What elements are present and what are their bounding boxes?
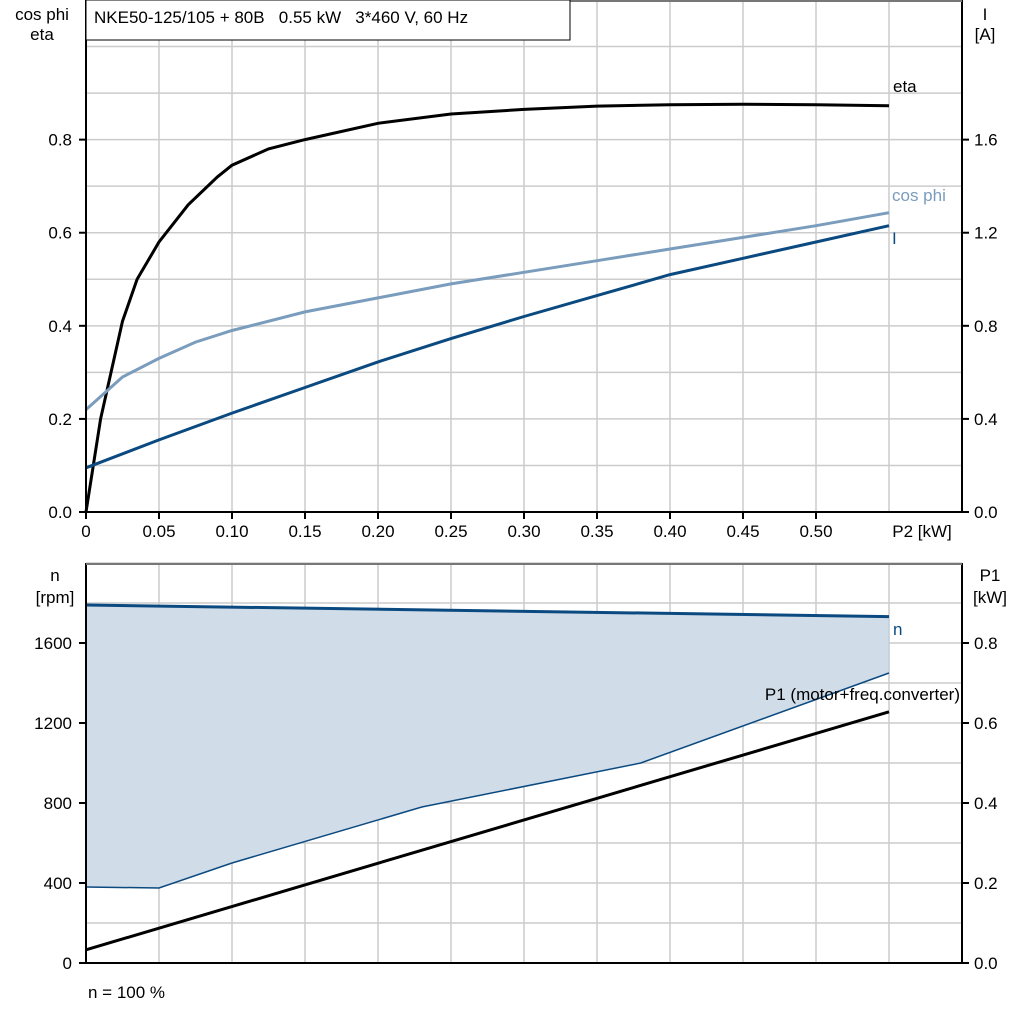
bottom-left-axis-label-2: [rpm] bbox=[36, 588, 75, 607]
top-left-tick-label: 0.2 bbox=[48, 410, 72, 429]
top-series bbox=[84, 102, 890, 513]
series-label-p1: P1 (motor+freq.converter) bbox=[765, 685, 960, 704]
series-eta-line bbox=[84, 102, 890, 513]
series-I-line bbox=[85, 224, 890, 470]
right-axis-label-1: I bbox=[983, 5, 988, 24]
series-label-cos-phi: cos phi bbox=[892, 186, 946, 205]
x-tick-label: 0.50 bbox=[799, 522, 832, 541]
top-left-tick-label: 0.6 bbox=[48, 224, 72, 243]
title-box bbox=[85, 0, 571, 41]
top-right-tick-label: 1.6 bbox=[974, 131, 998, 150]
bottom-series bbox=[85, 603, 890, 952]
axes: 0.0 0.2 0.4 0.6 0.8 0.0 0.4 0.8 1.2 1.6 0 400 800 120… bbox=[34, 0, 998, 973]
top-grid bbox=[86, 0, 963, 512]
x-tick-label: 0.40 bbox=[653, 522, 686, 541]
chart-title: NKE50-125/105 + 80B 0.55 kW 3*460 V, 60 … bbox=[94, 8, 468, 27]
left-axis-label-2: eta bbox=[30, 25, 54, 44]
bottom-left-tick-label: 0 bbox=[63, 954, 72, 973]
x-axis-label: P2 [kW] bbox=[892, 522, 952, 541]
bottom-left-tick-label: 1600 bbox=[34, 634, 72, 653]
operating-range-lower-line bbox=[85, 672, 890, 889]
bottom-right-axis-label-1: P1 bbox=[980, 566, 1001, 585]
series-label-i: I bbox=[892, 229, 897, 248]
labels: NKE50-125/105 + 80B 0.55 kW 3*460 V, 60 … bbox=[15, 0, 1007, 1002]
bottom-right-tick-label: 0.0 bbox=[974, 954, 998, 973]
top-left-tick-label: 0.8 bbox=[48, 131, 72, 150]
x-tick-label: 0.05 bbox=[142, 522, 175, 541]
bottom-right-axis-label-2: [kW] bbox=[973, 588, 1007, 607]
footer-note: n = 100 % bbox=[88, 983, 165, 1002]
left-axis-label-1: cos phi bbox=[15, 5, 69, 24]
right-axis-label-2: [A] bbox=[975, 25, 996, 44]
top-left-tick-label: 0.0 bbox=[48, 503, 72, 522]
x-tick-label: 0.30 bbox=[507, 522, 540, 541]
series-p1-line bbox=[85, 710, 890, 952]
x-tick-label: 0.25 bbox=[434, 522, 467, 541]
x-tick-label: 0.10 bbox=[215, 522, 248, 541]
series-n-line bbox=[85, 603, 890, 619]
series-label-n: n bbox=[893, 620, 902, 639]
top-right-tick-label: 0.4 bbox=[974, 410, 998, 429]
bottom-right-tick-label: 0.6 bbox=[974, 714, 998, 733]
bottom-left-tick-label: 400 bbox=[44, 874, 72, 893]
series-cos-phi-line bbox=[85, 211, 890, 411]
x-tick-label: 0 bbox=[81, 522, 90, 541]
top-right-tick-label: 0.8 bbox=[974, 317, 998, 336]
bottom-left-axis-label-1: n bbox=[50, 566, 59, 585]
top-left-tick-label: 0.4 bbox=[48, 317, 72, 336]
x-tick-label: 0.35 bbox=[580, 522, 613, 541]
series-label-eta: eta bbox=[893, 77, 917, 96]
bottom-right-tick-label: 0.4 bbox=[974, 794, 998, 813]
top-right-tick-label: 0.0 bbox=[974, 503, 998, 522]
x-tick-label: 0.45 bbox=[726, 522, 759, 541]
bottom-right-tick-label: 0.2 bbox=[974, 874, 998, 893]
bottom-right-tick-label: 0.8 bbox=[974, 634, 998, 653]
bottom-left-tick-label: 800 bbox=[44, 794, 72, 813]
top-right-tick-label: 1.2 bbox=[974, 224, 998, 243]
x-tick-label: 0.20 bbox=[361, 522, 394, 541]
x-tick-label: 0.15 bbox=[288, 522, 321, 541]
bottom-left-tick-label: 1200 bbox=[34, 714, 72, 733]
